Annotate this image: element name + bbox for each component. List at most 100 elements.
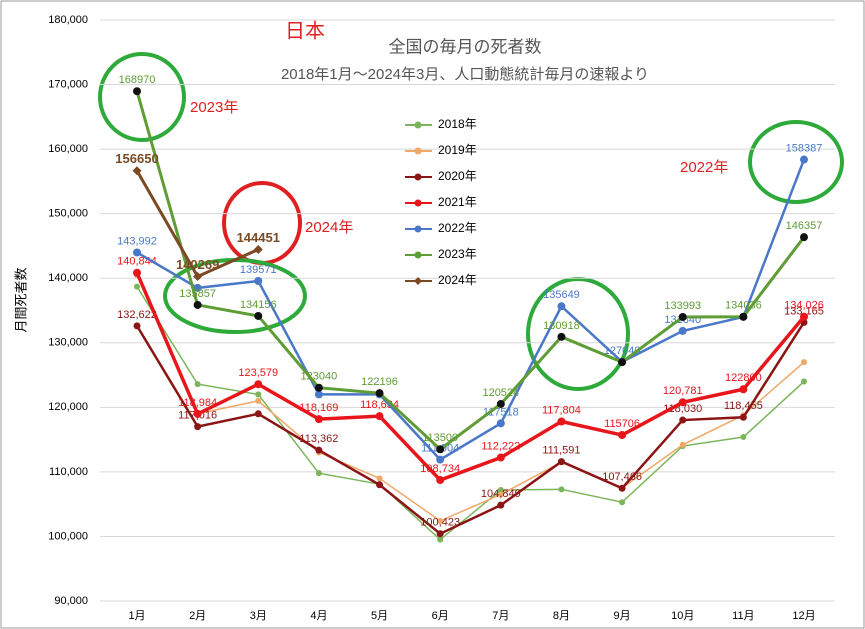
point [618, 431, 627, 440]
point [618, 358, 627, 367]
point [739, 312, 748, 321]
point [740, 434, 747, 441]
y-tick-label: 100,000 [48, 530, 88, 542]
point [255, 391, 262, 398]
legend-label: 2019年 [438, 143, 477, 157]
data-label: 118,984 [178, 397, 217, 409]
point [496, 453, 505, 462]
legend-marker [414, 121, 422, 129]
point [678, 326, 687, 335]
y-tick-label: 170,000 [48, 78, 88, 90]
legend-label: 2024年 [438, 273, 477, 287]
point [314, 390, 323, 399]
series-line [136, 286, 805, 541]
y-axis-label: 月間死者数 [13, 267, 28, 332]
data-label: 168970 [119, 74, 156, 86]
point [557, 417, 566, 426]
data-label: 107,466 [602, 471, 642, 483]
point [679, 416, 687, 424]
point [133, 87, 141, 96]
point [739, 385, 748, 394]
x-tick-label: 1月 [128, 610, 145, 622]
data-label: 146357 [786, 220, 823, 232]
y-tick-label: 180,000 [48, 14, 88, 26]
data-label: 132,622 [117, 309, 157, 321]
point [194, 423, 202, 431]
data-label: 113500 [422, 432, 458, 444]
point [800, 312, 808, 321]
highlight-circle [748, 120, 844, 204]
data-label: 133993 [664, 300, 701, 312]
x-tick-label: 9月 [614, 610, 631, 622]
data-label: 135649 [543, 289, 580, 301]
data-label: 158387 [786, 142, 823, 154]
y-tick-label: 90,000 [54, 595, 88, 607]
chart-subtitle: 2018年1月～2024年3月、人口動態統計毎月の速報より [281, 66, 649, 83]
point [133, 322, 141, 330]
point [801, 378, 807, 385]
series-line [135, 321, 806, 536]
series-line [135, 272, 806, 483]
data-label: 144451 [237, 230, 280, 245]
point [557, 458, 565, 466]
data-label: 120524 [482, 387, 519, 399]
data-label: 135857 [179, 288, 216, 300]
point [801, 359, 807, 366]
point [375, 389, 384, 398]
point [376, 481, 384, 489]
point [497, 486, 504, 493]
x-tick-label: 4月 [310, 610, 327, 622]
point [678, 313, 687, 322]
data-label: 143,992 [117, 235, 157, 247]
point [254, 410, 262, 418]
x-tick-label: 2月 [189, 610, 206, 622]
data-label: 108,734 [420, 463, 460, 475]
point [436, 445, 445, 454]
point [255, 397, 262, 404]
data-label: 134036 [725, 300, 762, 312]
point [315, 470, 322, 477]
data-label: 139571 [240, 264, 277, 276]
legend-marker [414, 199, 422, 207]
data-label: 134156 [240, 299, 277, 311]
data-label: 115706 [604, 418, 640, 430]
point [133, 268, 141, 277]
annotation: 2024年 [305, 219, 353, 236]
data-label: 122196 [361, 376, 398, 388]
data-label: 134,026 [784, 300, 824, 312]
data-label: 111,591 [542, 445, 580, 457]
legend-label: 2018年 [438, 117, 477, 131]
legend-marker [414, 147, 422, 155]
data-label: 120,781 [663, 385, 703, 397]
grid [100, 19, 835, 602]
y-tick-label: 110,000 [49, 466, 88, 478]
data-label: 104,849 [481, 488, 521, 500]
y-tick-label: 120,000 [48, 401, 88, 413]
data-label: 100,423 [420, 517, 460, 529]
y-tick-label: 130,000 [48, 337, 88, 349]
data-label: 112,222 [481, 440, 520, 452]
legend-marker [414, 225, 422, 233]
point [314, 415, 323, 424]
point [678, 398, 687, 407]
legend-label: 2020年 [438, 169, 477, 183]
x-tick-label: 3月 [250, 610, 267, 622]
point [193, 409, 202, 418]
x-tick-label: 7月 [492, 610, 509, 622]
data-label: 117,804 [542, 404, 581, 416]
y-tick-label: 150,000 [48, 208, 88, 220]
legend-label: 2022年 [438, 221, 477, 235]
point [497, 501, 505, 509]
x-tick-label: 10月 [671, 610, 694, 622]
annotation: 2023年 [190, 99, 238, 116]
data-label: 113,362 [299, 433, 338, 445]
point [800, 233, 808, 242]
point [558, 486, 565, 493]
series-line [136, 274, 805, 522]
point [194, 381, 201, 388]
data-label: 118,455 [724, 400, 763, 412]
point [679, 441, 686, 448]
point [132, 166, 142, 176]
